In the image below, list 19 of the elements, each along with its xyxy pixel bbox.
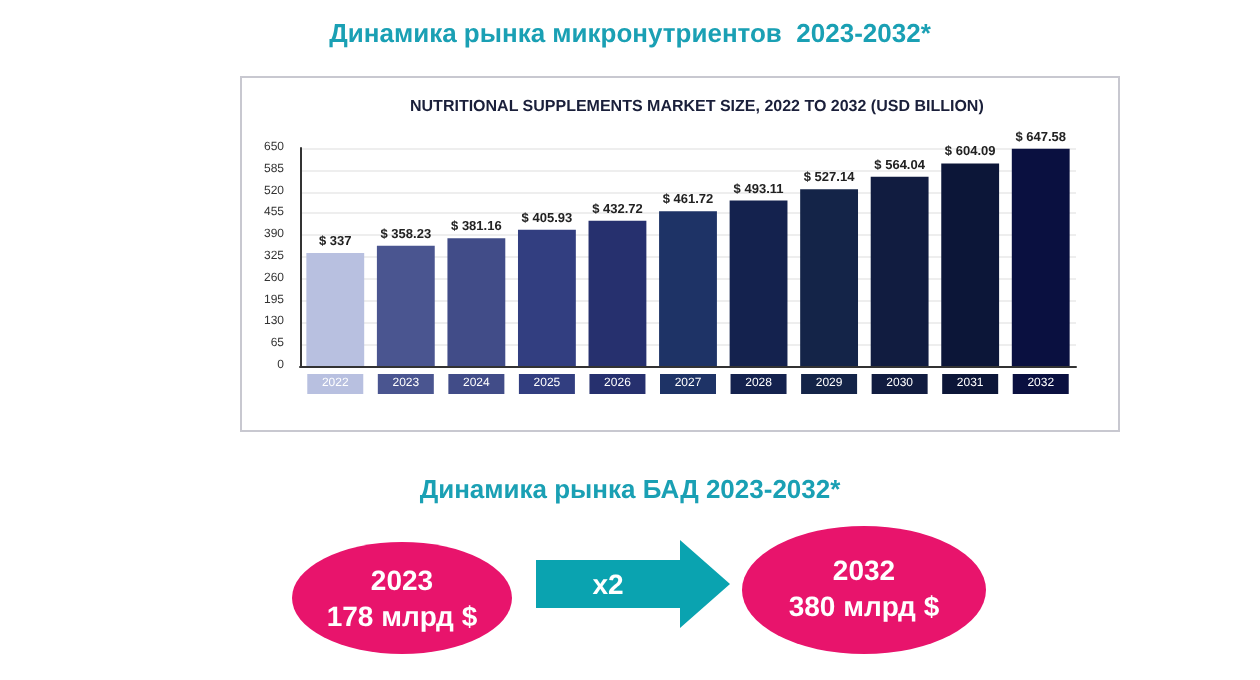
text: 178 млрд $ [326,600,478,632]
bar [447,238,506,366]
chart-subtitle: NUTRITIONAL SUPPLEMENTS MARKET SIZE, 2022 TO 2032 (USD BILLION) [410,97,985,115]
text: x2 [590,566,626,602]
bar [870,176,929,366]
chart-title: Динамика рынка микронутриентов 2023-2032* [329,18,933,48]
bar [729,200,788,366]
bar [800,189,859,366]
text: Динамика рынка БАД 2023-2032* [417,472,843,508]
bar [306,252,365,366]
bar [659,211,717,366]
text: 2032 [832,554,896,586]
bar [376,245,435,366]
text: 2023 [370,564,434,596]
bar [1011,148,1070,366]
text: 380 млрд $ [788,590,940,622]
bar [941,163,1000,366]
bar [517,229,576,366]
bar [588,220,647,366]
